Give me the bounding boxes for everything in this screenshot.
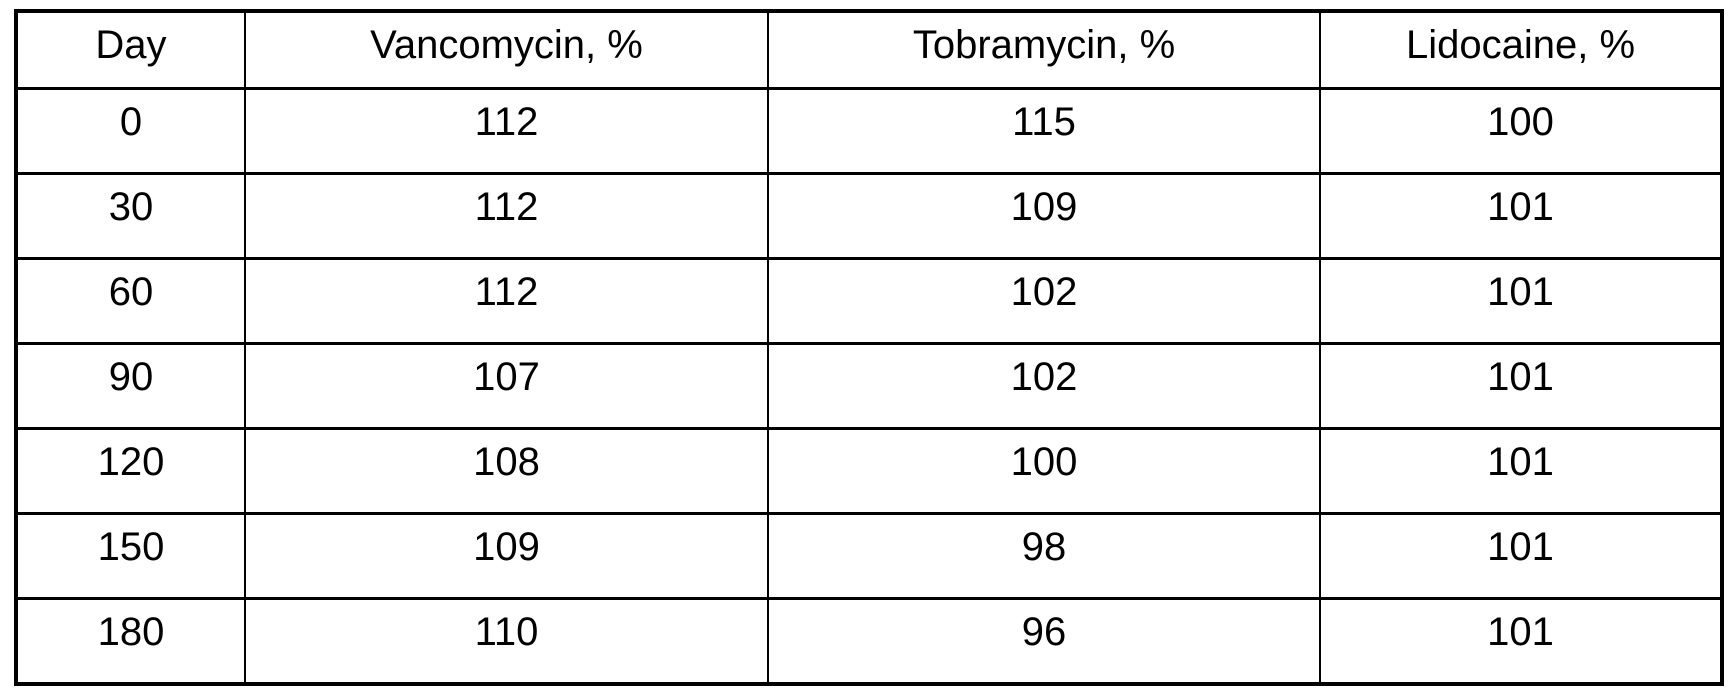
table-row: 150 109 98 101 bbox=[15, 512, 1723, 600]
cell-day: 120 bbox=[15, 427, 246, 515]
cell-lidocaine: 101 bbox=[1319, 597, 1723, 686]
table-row: 180 110 96 101 bbox=[15, 597, 1723, 686]
cell-lidocaine: 101 bbox=[1319, 342, 1723, 430]
cell-vancomycin: 107 bbox=[244, 342, 769, 430]
cell-vancomycin: 110 bbox=[244, 597, 769, 686]
cell-tobramycin: 109 bbox=[767, 172, 1321, 260]
cell-lidocaine: 101 bbox=[1319, 257, 1723, 345]
stability-table: Day Vancomycin, % Tobramycin, % Lidocain… bbox=[14, 9, 1724, 686]
cell-lidocaine: 101 bbox=[1319, 172, 1723, 260]
cell-vancomycin: 109 bbox=[244, 512, 769, 600]
header-row: Day Vancomycin, % Tobramycin, % Lidocain… bbox=[15, 9, 1723, 90]
cell-tobramycin: 100 bbox=[767, 427, 1321, 515]
cell-tobramycin: 115 bbox=[767, 87, 1321, 175]
table-row: 30 112 109 101 bbox=[15, 172, 1723, 260]
cell-day: 30 bbox=[15, 172, 246, 260]
cell-day: 0 bbox=[15, 87, 246, 175]
cell-lidocaine: 101 bbox=[1319, 427, 1723, 515]
cell-vancomycin: 112 bbox=[244, 257, 769, 345]
table-row: 120 108 100 101 bbox=[15, 427, 1723, 515]
cell-lidocaine: 100 bbox=[1319, 87, 1723, 175]
table-row: 90 107 102 101 bbox=[15, 342, 1723, 430]
column-header-vancomycin: Vancomycin, % bbox=[244, 9, 769, 90]
cell-day: 90 bbox=[15, 342, 246, 430]
table-row: 60 112 102 101 bbox=[15, 257, 1723, 345]
cell-day: 150 bbox=[15, 512, 246, 600]
cell-tobramycin: 96 bbox=[767, 597, 1321, 686]
cell-vancomycin: 112 bbox=[244, 172, 769, 260]
cell-lidocaine: 101 bbox=[1319, 512, 1723, 600]
cell-vancomycin: 112 bbox=[244, 87, 769, 175]
cell-tobramycin: 102 bbox=[767, 342, 1321, 430]
column-header-lidocaine: Lidocaine, % bbox=[1319, 9, 1723, 90]
column-header-day: Day bbox=[15, 9, 246, 90]
table-row: 0 112 115 100 bbox=[15, 87, 1723, 175]
cell-tobramycin: 98 bbox=[767, 512, 1321, 600]
cell-vancomycin: 108 bbox=[244, 427, 769, 515]
cell-day: 180 bbox=[15, 597, 246, 686]
cell-day: 60 bbox=[15, 257, 246, 345]
column-header-tobramycin: Tobramycin, % bbox=[767, 9, 1321, 90]
cell-tobramycin: 102 bbox=[767, 257, 1321, 345]
